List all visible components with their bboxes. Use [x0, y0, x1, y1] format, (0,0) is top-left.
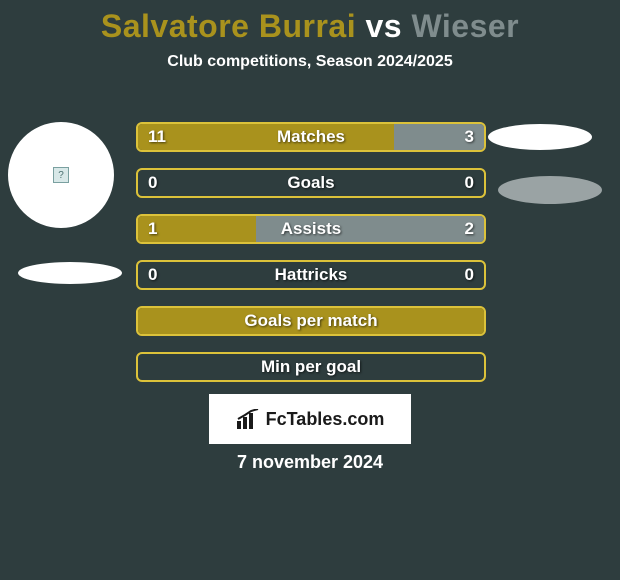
stat-row: Matches113: [136, 122, 486, 152]
player1-shadow: [18, 262, 122, 284]
image-placeholder-icon: ?: [53, 167, 69, 183]
stat-value-right: 0: [465, 170, 474, 196]
bar-fill-left: [138, 308, 484, 334]
chart-icon: [236, 409, 260, 429]
bar-fill-right: [394, 124, 484, 150]
stat-value-right: 0: [465, 262, 474, 288]
bar-fill-left: [138, 216, 256, 242]
stat-label: Goals: [138, 170, 484, 196]
stat-label: Hattricks: [138, 262, 484, 288]
player1-name: Salvatore Burrai: [101, 8, 356, 44]
stats-bars: Matches113Goals00Assists12Hattricks00Goa…: [136, 122, 486, 398]
stat-row: Goals0 0: [136, 168, 486, 198]
bar-fill-right: [256, 216, 484, 242]
branding-badge: FcTables.com: [209, 394, 411, 444]
stat-value-left: 0: [148, 262, 157, 288]
bar-fill-left: [138, 124, 394, 150]
stat-row: Hattricks0 0: [136, 260, 486, 290]
stat-row: Assists12: [136, 214, 486, 244]
stat-value-left: 0: [148, 170, 157, 196]
branding-text: FcTables.com: [266, 409, 385, 430]
comparison-title: Salvatore Burrai vs Wieser: [0, 0, 620, 45]
stat-row: Goals per match: [136, 306, 486, 336]
player2-name: Wieser: [411, 8, 519, 44]
player1-avatar: ?: [8, 122, 114, 228]
subtitle: Club competitions, Season 2024/2025: [0, 53, 620, 71]
stat-label: Min per goal: [138, 354, 484, 380]
comparison-date: 7 november 2024: [0, 452, 620, 473]
player2-shadow: [498, 176, 602, 204]
player2-avatar: [488, 124, 592, 150]
vs-label: vs: [365, 8, 402, 44]
stat-row: Min per goal: [136, 352, 486, 382]
